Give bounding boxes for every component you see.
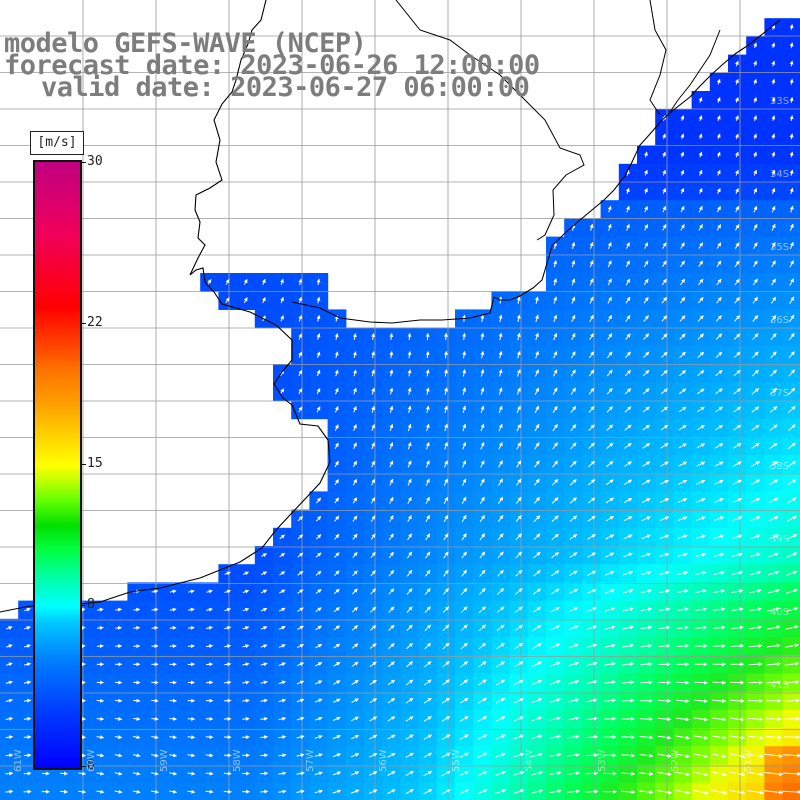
latitude-label: 34S: [770, 169, 790, 180]
wind-arrow: [96, 644, 104, 649]
wind-arrow: [694, 680, 708, 685]
wind-arrow: [585, 771, 599, 776]
colorbar-tick: [80, 323, 86, 325]
colorbar-units: [m/s]: [30, 131, 84, 155]
longitude-label: 52W: [670, 749, 681, 772]
longitude-label: 53W: [597, 749, 608, 772]
wind-arrow: [657, 698, 672, 703]
wind-arrow: [133, 625, 141, 630]
latitude-label: 41S: [770, 680, 790, 691]
wind-arrow: [133, 698, 141, 703]
wind-arrow: [639, 717, 654, 722]
wind-arrow: [765, 717, 782, 722]
wind-arrow: [59, 789, 69, 794]
colorbar: [33, 160, 82, 770]
latitude-label: 37S: [770, 388, 790, 399]
latitude-label: 39S: [770, 534, 790, 545]
wind-arrow: [260, 753, 269, 758]
wind-arrow: [425, 332, 430, 341]
wind-arrow: [712, 643, 726, 648]
wind-arrow: [242, 716, 250, 721]
wind-arrow: [151, 698, 159, 703]
wind-arrow: [151, 625, 159, 630]
wind-arrow: [115, 625, 123, 630]
longitude-label: 55W: [451, 749, 462, 772]
longitude-label: 51W: [743, 749, 754, 772]
latitude-label: 35S: [770, 242, 790, 253]
wind-arrow: [260, 771, 269, 776]
colorbar-tick-label: 8: [87, 596, 95, 612]
colorbar-tick-label: 22: [87, 315, 103, 331]
colorbar-tick: [80, 464, 86, 465]
wind-arrow: [621, 698, 635, 703]
longitude-label: 61W: [13, 749, 24, 772]
wind-arrow: [60, 771, 68, 776]
wind-arrow: [407, 332, 412, 341]
latitude-label: 36S: [770, 315, 790, 326]
wind-arrow: [585, 753, 599, 758]
colorbar-tick: [80, 162, 86, 163]
wind-arrow: [694, 643, 708, 648]
wind-arrow: [187, 716, 196, 721]
latitude-label: 33S: [770, 96, 790, 107]
longitude-label: 60W: [86, 749, 97, 772]
valid-date: valid date: 2023-06-27 06:00:00: [41, 72, 530, 103]
wind-arrow: [585, 789, 599, 794]
wind-arrow: [187, 644, 195, 649]
longitude-label: 57W: [305, 749, 316, 772]
colorbar-tick-label: 15: [87, 456, 103, 471]
wind-arrow: [260, 789, 269, 794]
latitude-label: 40S: [770, 607, 790, 618]
wind-arrow: [23, 735, 32, 740]
longitude-label: 58W: [232, 749, 243, 772]
latitude-label: 38S: [770, 461, 790, 472]
border-line: [649, 0, 667, 116]
wind-arrow: [205, 735, 214, 740]
colorbar-tick-label: 30: [87, 154, 103, 169]
longitude-label: 59W: [159, 749, 170, 772]
longitude-label: 54W: [524, 749, 535, 772]
wind-arrow: [96, 716, 105, 721]
colorbar-tick: [80, 604, 86, 606]
wind-arrow: [169, 625, 177, 630]
wind-arrow: [206, 662, 214, 667]
wind-arrow: [443, 332, 448, 341]
wind-arrow: [621, 735, 635, 740]
longitude-label: 56W: [378, 749, 389, 772]
